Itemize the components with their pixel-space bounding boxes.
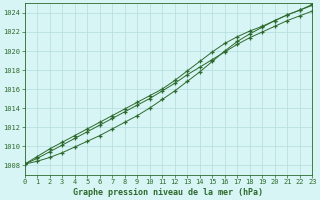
- X-axis label: Graphe pression niveau de la mer (hPa): Graphe pression niveau de la mer (hPa): [74, 188, 263, 197]
